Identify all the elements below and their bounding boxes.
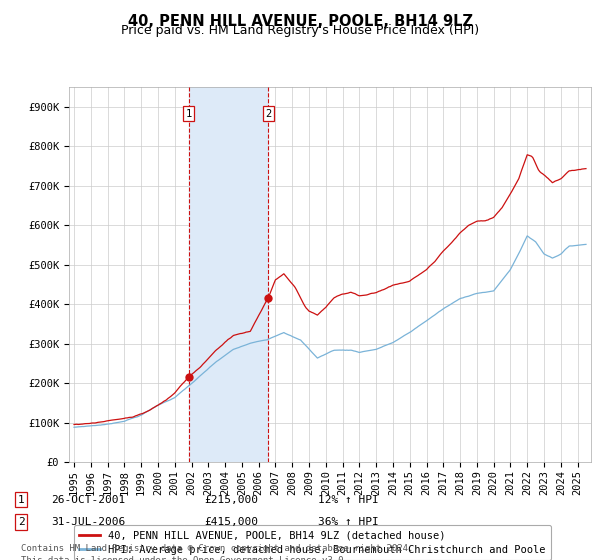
Text: £415,000: £415,000 [204,517,258,527]
Text: 1: 1 [17,494,25,505]
Text: 2: 2 [17,517,25,527]
Text: 12% ↑ HPI: 12% ↑ HPI [318,494,379,505]
Text: 26-OCT-2001: 26-OCT-2001 [51,494,125,505]
Text: Price paid vs. HM Land Registry's House Price Index (HPI): Price paid vs. HM Land Registry's House … [121,24,479,37]
Bar [188,87,268,462]
Text: 40, PENN HILL AVENUE, POOLE, BH14 9LZ: 40, PENN HILL AVENUE, POOLE, BH14 9LZ [128,14,473,29]
Text: 2: 2 [265,109,272,119]
Text: 31-JUL-2006: 31-JUL-2006 [51,517,125,527]
Text: 1: 1 [185,109,191,119]
Text: Contains HM Land Registry data © Crown copyright and database right 2024.
This d: Contains HM Land Registry data © Crown c… [21,544,413,560]
Text: £215,000: £215,000 [204,494,258,505]
Text: 36% ↑ HPI: 36% ↑ HPI [318,517,379,527]
Legend: 40, PENN HILL AVENUE, POOLE, BH14 9LZ (detached house), HPI: Average price, deta: 40, PENN HILL AVENUE, POOLE, BH14 9LZ (d… [74,525,551,560]
